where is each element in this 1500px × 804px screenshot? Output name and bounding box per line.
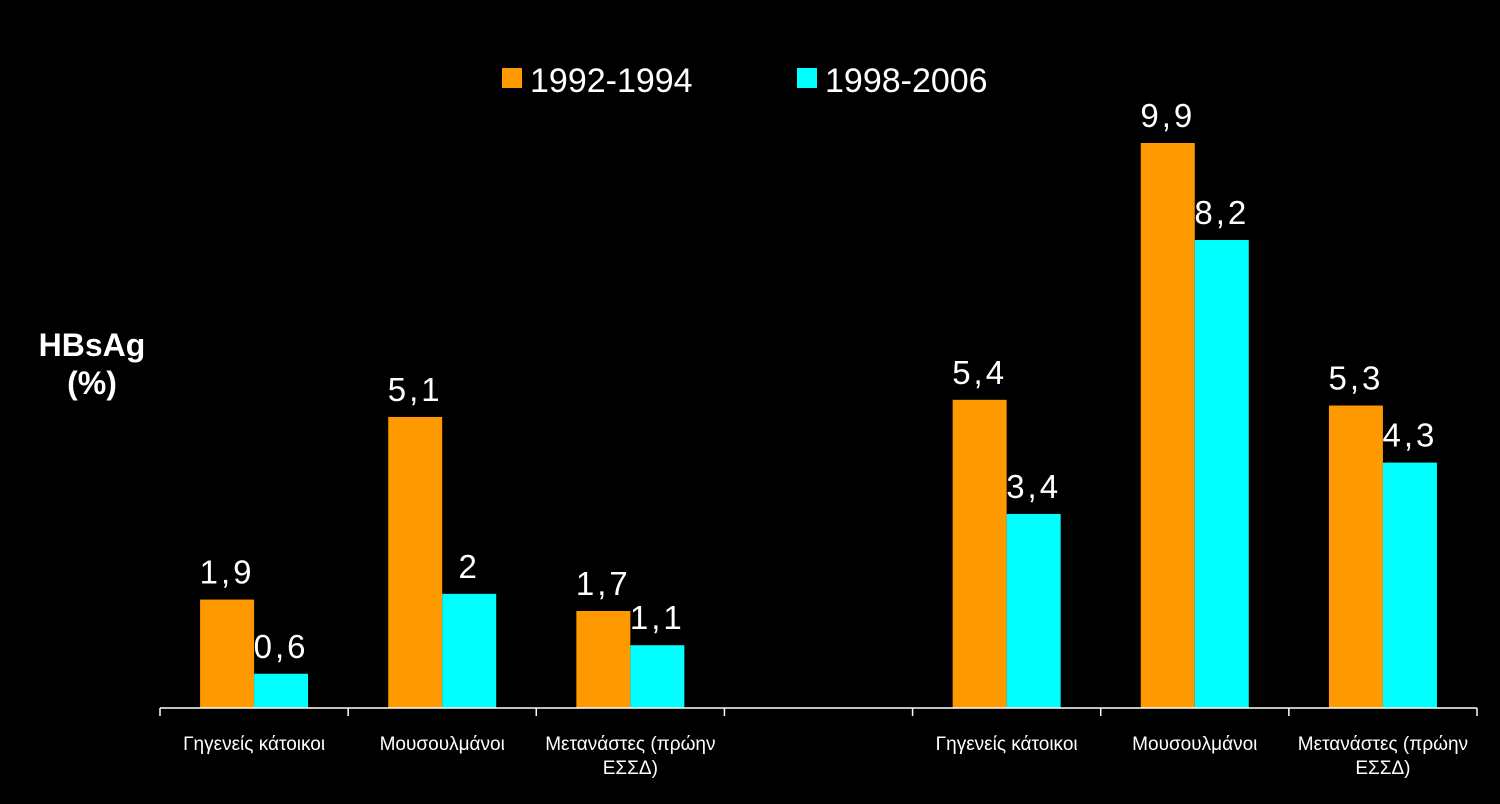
data-label: 3,4	[1006, 468, 1061, 505]
data-label: 0,6	[254, 628, 309, 665]
bar	[254, 673, 309, 708]
bar	[442, 593, 497, 708]
bar	[1382, 462, 1437, 708]
category-label: ΕΣΣΔ)	[1355, 758, 1410, 779]
legend-swatch	[797, 68, 817, 88]
data-label: 5,3	[1328, 360, 1383, 397]
category-label: Γηγενείς κάτοικοι	[183, 734, 325, 755]
y-axis-label-line: (%)	[67, 365, 117, 401]
bar	[1140, 143, 1195, 708]
category-label: Μουσουλμάνοι	[1132, 734, 1257, 755]
data-label: 2	[459, 548, 480, 585]
bars	[200, 143, 1437, 708]
data-label: 1,9	[200, 554, 255, 591]
legend: 1992-1994 1998-2006	[502, 62, 988, 100]
data-label: 5,4	[952, 354, 1007, 391]
bar	[1194, 240, 1249, 708]
category-label: Μετανάστες (πρώην	[1298, 734, 1468, 755]
x-axis	[159, 707, 1478, 716]
data-label: 8,2	[1194, 194, 1249, 231]
data-labels: 1,9 5,1 1,7 5,4 9,9 5,3 0,6 2 1,1 3,4 8,2 4,3	[200, 97, 1437, 665]
data-label: 5,1	[388, 371, 443, 408]
category-label: Μετανάστες (πρώην	[545, 734, 715, 755]
legend-label: 1992-1994	[530, 62, 693, 100]
category-label: Γηγενείς κάτοικοι	[936, 734, 1078, 755]
legend-swatch	[502, 68, 522, 88]
data-label: 9,9	[1140, 97, 1195, 134]
bar	[1328, 405, 1383, 708]
category-labels: Γηγενείς κάτοικοι Μουσουλμάνοι Μετανάστες …	[183, 734, 1468, 779]
bar	[630, 645, 685, 708]
legend-label: 1998-2006	[825, 62, 988, 100]
category-label: Μουσουλμάνοι	[380, 734, 505, 755]
y-axis-label-line: HBsAg	[39, 327, 146, 363]
y-axis-label: HBsAg(%)	[39, 327, 146, 401]
bar	[200, 599, 255, 708]
data-label: 1,1	[630, 599, 685, 636]
bar	[388, 416, 443, 708]
bar	[576, 610, 631, 708]
bar	[1006, 513, 1061, 708]
data-label: 4,3	[1382, 417, 1437, 454]
category-label: ΕΣΣΔ)	[603, 758, 658, 779]
bar	[952, 399, 1007, 708]
data-label: 1,7	[576, 565, 631, 602]
